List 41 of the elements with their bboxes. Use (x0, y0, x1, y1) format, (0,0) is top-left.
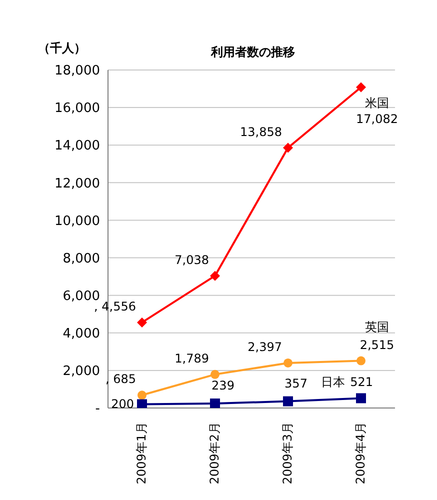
data-label: 2,515 (360, 338, 394, 352)
x-tick-label: 2009年2月 (207, 422, 222, 484)
point (283, 142, 293, 153)
series-label: 米国 (365, 96, 389, 110)
data-label: , 685 (105, 372, 136, 386)
point (137, 399, 147, 408)
chart-title: 利用者数の推移 (210, 44, 296, 61)
y-tick-label: 2,000 (62, 364, 100, 380)
point (210, 398, 220, 408)
data-label: 17,082 (356, 112, 398, 126)
point (283, 396, 293, 406)
y-tick-label: 8,000 (62, 251, 100, 266)
series-label: 英国 (365, 320, 389, 334)
point (137, 317, 147, 328)
data-label: 13,858 (240, 124, 282, 139)
x-tick-label: 2009年4月 (353, 422, 368, 484)
data-label: 239 (212, 378, 234, 393)
point (210, 370, 220, 379)
data-label: 200 (111, 397, 134, 412)
data-label: 1,789 (174, 351, 209, 366)
y-axis-title: （千人） (38, 40, 86, 57)
point (210, 270, 220, 281)
data-label: 357 (284, 376, 308, 390)
point (356, 393, 366, 404)
y-tick-label: 12,000 (54, 176, 100, 192)
y-tick-label: 10,000 (54, 214, 100, 229)
point (356, 82, 366, 92)
x-tick-label: 2009年1月 (134, 422, 148, 484)
point (284, 358, 292, 368)
y-tick-label: 18,000 (54, 64, 100, 79)
data-label: 7,038 (174, 252, 209, 267)
point (356, 356, 366, 366)
y-tick-label: - (95, 402, 100, 417)
series-label: 日本 (321, 375, 345, 390)
data-label: 521 (350, 375, 373, 390)
point (138, 390, 146, 400)
y-tick-label: 14,000 (54, 138, 100, 154)
data-label: 2,397 (248, 340, 282, 354)
x-tick-label: 2009年3月 (280, 422, 294, 484)
y-tick-label: 16,000 (54, 101, 100, 116)
y-tick-label: 4,000 (62, 326, 100, 342)
